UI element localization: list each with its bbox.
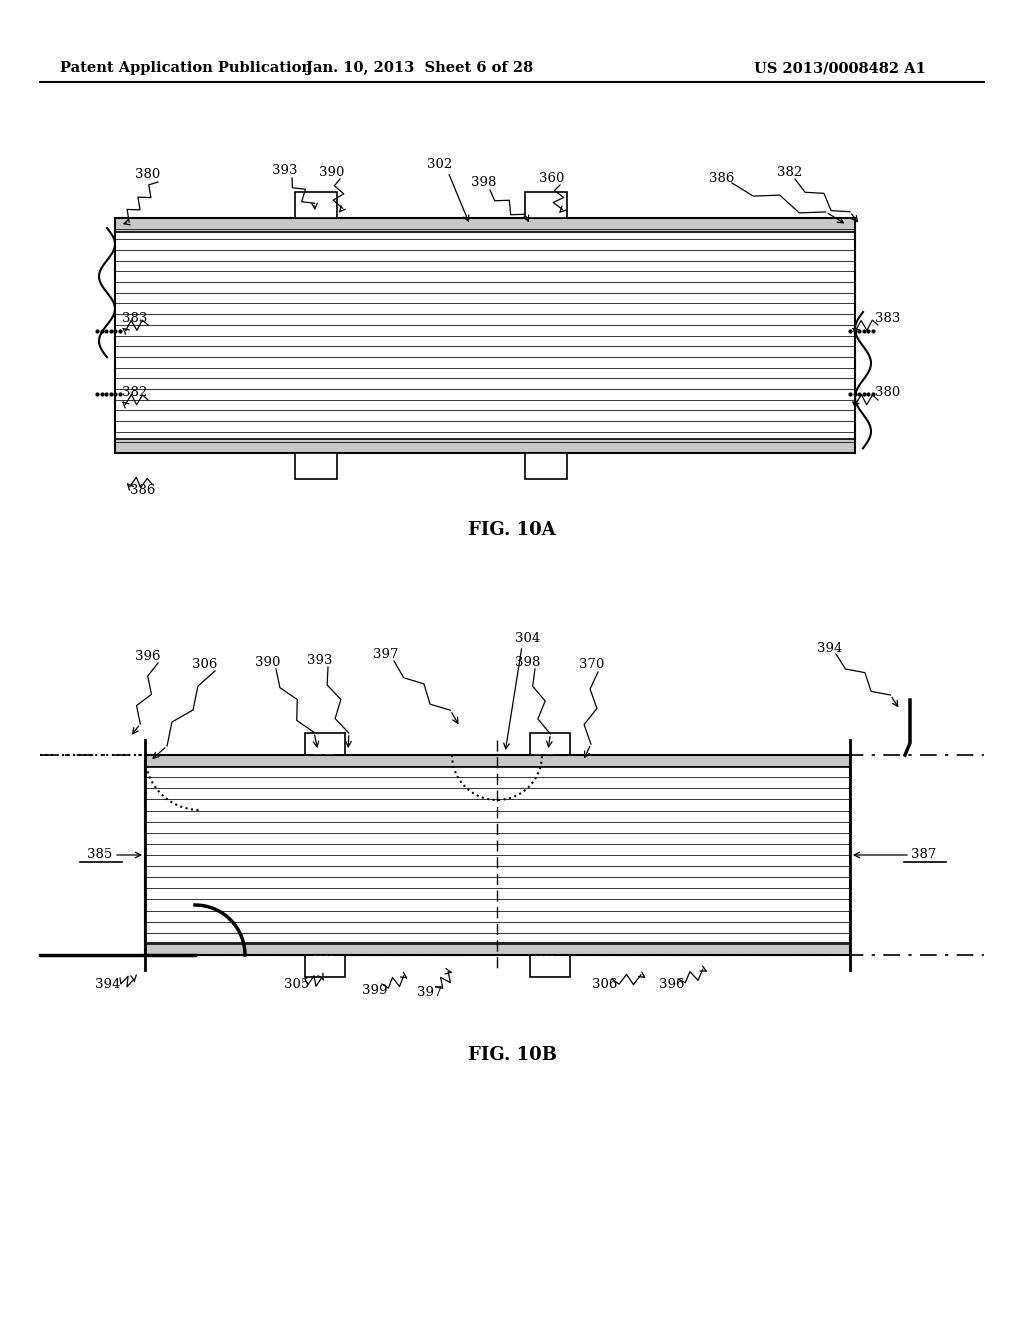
Bar	[295, 191, 337, 218]
Bar	[530, 954, 570, 977]
Text: 387: 387	[911, 849, 937, 862]
Bar	[145, 755, 850, 767]
Text: 380: 380	[876, 387, 901, 400]
Bar	[115, 218, 855, 232]
Bar	[295, 453, 337, 479]
Text: 383: 383	[876, 312, 901, 325]
Bar	[115, 440, 855, 453]
Text: 393: 393	[272, 164, 298, 177]
Text: 386: 386	[710, 172, 734, 185]
Text: 386: 386	[130, 483, 156, 496]
Text: 302: 302	[427, 158, 453, 172]
Text: 383: 383	[122, 312, 147, 325]
Text: 393: 393	[307, 653, 333, 667]
Bar	[530, 733, 570, 755]
Bar	[525, 191, 567, 218]
Text: 398: 398	[471, 177, 497, 190]
Text: Jan. 10, 2013  Sheet 6 of 28: Jan. 10, 2013 Sheet 6 of 28	[306, 61, 534, 75]
Bar	[305, 733, 345, 755]
Text: 397: 397	[417, 986, 442, 999]
Text: 370: 370	[580, 659, 605, 672]
Bar	[145, 755, 850, 954]
Text: US 2013/0008482 A1: US 2013/0008482 A1	[754, 61, 926, 75]
Text: 399: 399	[362, 983, 388, 997]
Text: 390: 390	[319, 165, 345, 178]
Bar	[115, 218, 855, 453]
Text: 380: 380	[135, 169, 161, 181]
Text: 394: 394	[817, 642, 843, 655]
Text: 390: 390	[255, 656, 281, 668]
Text: 306: 306	[193, 659, 218, 672]
Text: Patent Application Publication: Patent Application Publication	[60, 61, 312, 75]
Text: 398: 398	[515, 656, 541, 668]
Text: 396: 396	[659, 978, 685, 991]
Text: 394: 394	[95, 978, 121, 991]
Text: 306: 306	[592, 978, 617, 991]
Bar	[305, 954, 345, 977]
Text: 304: 304	[515, 631, 541, 644]
Text: 305: 305	[285, 978, 309, 991]
Text: FIG. 10A: FIG. 10A	[468, 521, 556, 539]
Text: 397: 397	[374, 648, 398, 660]
Bar	[525, 453, 567, 479]
Text: 396: 396	[135, 651, 161, 664]
Text: 382: 382	[123, 387, 147, 400]
Text: 385: 385	[87, 849, 113, 862]
Text: 382: 382	[777, 166, 803, 180]
Text: FIG. 10B: FIG. 10B	[468, 1045, 556, 1064]
Bar	[145, 942, 850, 954]
Text: 360: 360	[540, 172, 564, 185]
